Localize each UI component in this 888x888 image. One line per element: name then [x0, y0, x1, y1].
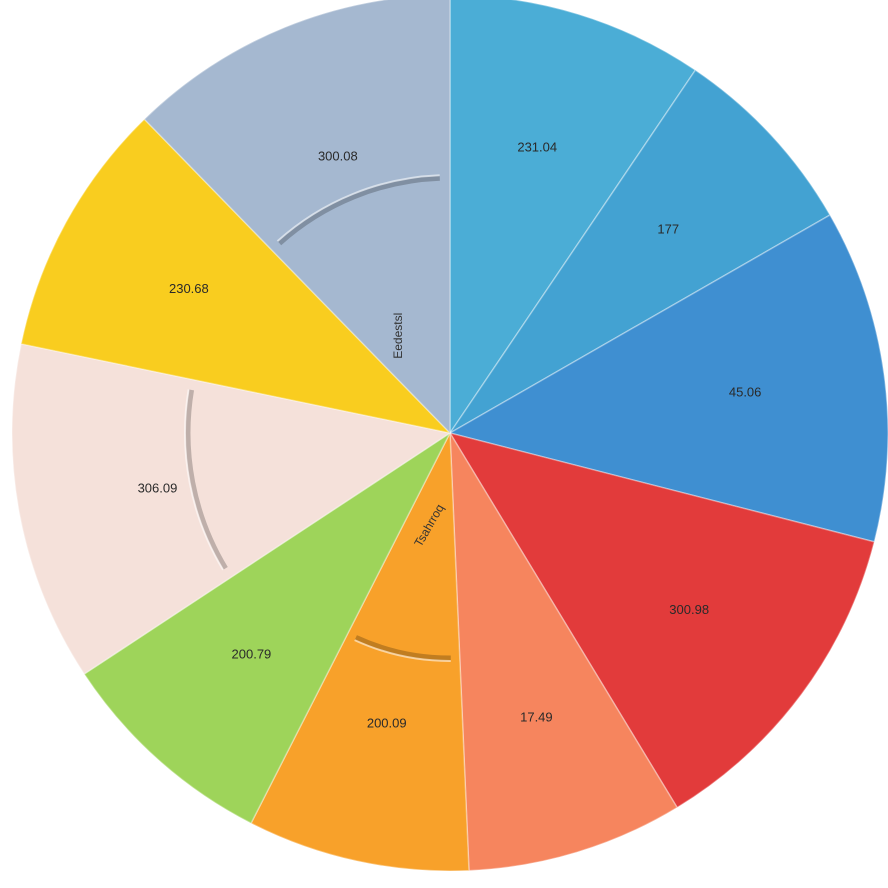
- groove-highlight-1: [184, 389, 224, 571]
- pie-slice-3: [448, 431, 876, 809]
- slice-value-label-5: 200.09: [367, 715, 407, 730]
- slice-value-label-1: 177: [657, 222, 679, 237]
- pie-slice-2: [448, 214, 888, 543]
- slices-layer: [11, 0, 888, 872]
- groove-arc-1: [185, 389, 228, 570]
- pie-slice-0: [449, 0, 697, 436]
- groove-arc-2: [354, 635, 451, 661]
- pie-slice-4: [449, 432, 679, 872]
- slice-value-label-2: 45.06: [729, 384, 762, 399]
- pie-slice-8: [20, 118, 453, 435]
- pie-slice-6: [83, 430, 452, 825]
- groove-arc-0: [277, 175, 440, 246]
- slice-value-label-6: 200.79: [232, 646, 272, 661]
- slice-value-label-7: 306.09: [138, 480, 178, 495]
- slice-value-label-3: 300.98: [669, 602, 709, 617]
- groove-decorations: [184, 174, 451, 662]
- slice-value-label-4: 17.49: [520, 709, 553, 724]
- pie-slice-7: [11, 342, 452, 676]
- inner-label-0: Eedestsl: [391, 313, 405, 359]
- slice-value-label-8: 230.68: [169, 281, 209, 296]
- pie-slice-9: [143, 0, 451, 435]
- pie-slice-1: [449, 69, 831, 434]
- slice-value-label-9: 300.08: [318, 149, 358, 164]
- slice-value-label-0: 231.04: [517, 140, 557, 155]
- groove-highlight-0: [276, 174, 440, 242]
- groove-highlight-2: [354, 639, 451, 662]
- pie-slice-5: [250, 430, 470, 872]
